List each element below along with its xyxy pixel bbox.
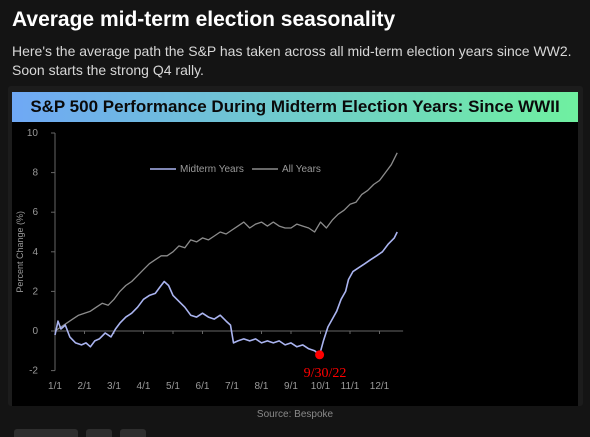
x-tick-label: 1/1 <box>48 381 62 392</box>
tab-stub[interactable] <box>120 429 146 437</box>
tab-stub[interactable] <box>14 429 78 437</box>
x-tick-label: 11/1 <box>341 381 360 392</box>
tab-stub[interactable] <box>86 429 112 437</box>
x-tick-label: 4/1 <box>137 381 151 392</box>
y-tick-label: 4 <box>32 247 38 258</box>
chart-plot-area: -2 0 2 4 6 8 10 1/1 2/1 3/1 4/1 5/1 6/1 7/1 8/1 9/1 10/1… <box>12 122 578 406</box>
annotation-marker <box>315 350 325 360</box>
post-description: Here's the average path the S&P has take… <box>12 43 572 78</box>
y-axis-label: Percent Change (%) <box>15 211 25 293</box>
bottom-tabs <box>14 429 146 437</box>
chart-title-banner: S&P 500 Performance During Midterm Elect… <box>12 92 578 122</box>
x-tick-label: 9/1 <box>284 381 298 392</box>
x-tick-label: 8/1 <box>255 381 269 392</box>
x-tick-label: 2/1 <box>78 381 92 392</box>
x-tick-label: 6/1 <box>196 381 210 392</box>
x-tick-label: 5/1 <box>166 381 180 392</box>
y-tick-label: 0 <box>32 326 38 337</box>
chart-svg: -2 0 2 4 6 8 10 1/1 2/1 3/1 4/1 5/1 6/1 7/1 8/1 9/1 10/1… <box>15 128 404 392</box>
x-tick-label: 12/1 <box>370 381 390 392</box>
x-tick-label: 7/1 <box>225 381 239 392</box>
y-tick-label: 8 <box>32 168 38 179</box>
legend-label: All Years <box>282 164 321 175</box>
y-tick-label: 10 <box>27 128 39 139</box>
x-tick-label: 3/1 <box>107 381 121 392</box>
y-tick-label: -2 <box>29 366 38 377</box>
post-title: Average mid-term election seasonality <box>12 8 396 31</box>
legend-label: Midterm Years <box>180 164 244 175</box>
x-tick-label: 10/1 <box>311 381 331 392</box>
annotation-label: 9/30/22 <box>304 366 347 381</box>
series-line-midterm-years <box>54 231 398 356</box>
chart-source: Source: Bespoke <box>256 409 334 420</box>
chart-title: S&P 500 Performance During Midterm Elect… <box>30 97 560 116</box>
series-line-all-years <box>54 152 398 332</box>
y-tick-label: 6 <box>32 207 38 218</box>
y-tick-label: 2 <box>32 286 38 297</box>
